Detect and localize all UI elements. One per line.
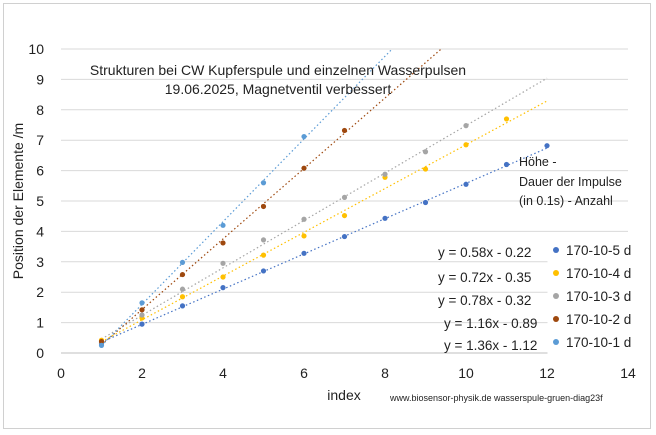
- chart-title-line-2: 19.06.2025, Magnetventil verbessert: [165, 81, 392, 97]
- legend-marker: [553, 247, 559, 253]
- data-point-series-1: [301, 250, 307, 256]
- data-point-series-1: [463, 181, 469, 187]
- legend-label: 170-10-4 d: [566, 266, 631, 281]
- data-point-series-5: [139, 300, 145, 306]
- legend-marker: [553, 316, 559, 322]
- x-tick-label: 2: [138, 365, 146, 381]
- chart-frame: [3, 3, 651, 429]
- annotation-line-2: Dauer der Impulse: [519, 175, 622, 189]
- data-point-series-4: [139, 307, 145, 313]
- y-tick-label: 0: [36, 345, 44, 361]
- data-point-series-2: [220, 274, 226, 280]
- data-point-series-3: [139, 312, 145, 318]
- data-point-series-3: [341, 194, 348, 200]
- data-point-series-5: [220, 222, 226, 228]
- trendline-1: [101, 147, 548, 343]
- x-tick-label: 6: [300, 365, 308, 381]
- x-tick-label: 0: [57, 365, 65, 381]
- gridlines: [61, 48, 628, 324]
- data-point-series-5: [179, 259, 186, 266]
- trend-equation-1: y = 0.58x - 0.22: [438, 245, 531, 260]
- y-tick-label: 3: [36, 254, 44, 270]
- y-axis-label: Position der Elemente /m: [10, 123, 26, 279]
- data-point-series-2: [503, 116, 510, 122]
- y-tick-label: 10: [28, 41, 44, 57]
- legend-marker: [553, 270, 559, 276]
- y-tick-label: 5: [36, 193, 44, 209]
- data-point-series-4: [301, 165, 307, 171]
- x-tick-label: 12: [539, 365, 555, 381]
- credit-text: www.biosensor-physik.de wasserspule-grue…: [389, 393, 603, 403]
- data-point-series-1: [341, 233, 348, 240]
- data-point-series-2: [463, 142, 469, 148]
- x-tick-label: 10: [458, 365, 474, 381]
- data-point-series-5: [260, 180, 267, 186]
- data-point-series-1: [422, 199, 429, 206]
- data-point-series-3: [301, 216, 307, 222]
- x-tick-label: 14: [620, 365, 636, 381]
- data-point-series-2: [260, 252, 267, 258]
- data-point-series-4: [179, 271, 186, 278]
- data-point-series-2: [179, 294, 186, 300]
- y-tick-label: 8: [36, 102, 44, 118]
- data-point-series-1: [503, 161, 510, 168]
- annotation-line-3: (in 0.1s) - Anzahl: [519, 194, 613, 208]
- x-tick-label: 4: [219, 365, 227, 381]
- data-point-series-2: [422, 166, 429, 172]
- x-axis-label: index: [327, 387, 360, 403]
- legend-label: 170-10-3 d: [566, 289, 631, 304]
- data-point-series-3: [260, 237, 267, 243]
- y-tick-label: 7: [36, 132, 44, 148]
- x-tick-label: 8: [381, 365, 389, 381]
- data-point-series-1: [179, 303, 186, 309]
- trend-equation-5: y = 1.36x - 1.12: [444, 338, 537, 353]
- trendlines: [101, 48, 548, 347]
- data-point-series-1: [544, 143, 550, 149]
- trendline-5: [101, 48, 393, 347]
- legend-label: 170-10-5 d: [566, 243, 631, 258]
- trend-equation-4: y = 1.16x - 0.89: [444, 316, 537, 331]
- y-tick-label: 9: [36, 71, 44, 87]
- legend-marker: [553, 339, 559, 345]
- chart-title-line-1: Strukturen bei CW Kupferspule und einzel…: [90, 62, 466, 78]
- data-point-series-3: [382, 171, 388, 177]
- data-point-series-4: [260, 203, 267, 210]
- annotation-line-1: Höhe -: [519, 155, 557, 169]
- data-point-series-3: [179, 286, 186, 292]
- data-point-series-1: [220, 285, 226, 291]
- data-point-series-1: [382, 215, 388, 221]
- data-point-series-5: [98, 342, 105, 348]
- data-point-series-5: [301, 133, 307, 140]
- trendline-4: [101, 48, 442, 346]
- trendline-2: [101, 100, 548, 343]
- y-tick-label: 6: [36, 163, 44, 179]
- data-point-series-3: [463, 123, 469, 129]
- y-tick-label: 2: [36, 284, 44, 300]
- legend-label: 170-10-1 d: [566, 335, 631, 350]
- legend-box: [547, 239, 645, 362]
- data-point-series-1: [139, 321, 145, 327]
- y-tick-label: 4: [36, 223, 44, 239]
- trend-equation-2: y = 0.72x - 0.35: [438, 270, 531, 285]
- legend: 170-10-5 d 170-10-4 d 170-10-3 d 170-10-2 d…: [547, 239, 645, 362]
- data-point-series-2: [301, 233, 307, 239]
- legend-label: 170-10-2 d: [566, 312, 631, 327]
- y-tick-label: 1: [36, 315, 44, 331]
- data-point-series-3: [422, 149, 429, 155]
- legend-marker: [553, 293, 559, 299]
- data-point-series-2: [341, 212, 348, 219]
- data-points: [98, 116, 550, 348]
- data-point-series-4: [341, 127, 348, 134]
- data-point-series-3: [220, 260, 226, 266]
- data-point-series-4: [220, 240, 226, 246]
- data-point-series-1: [260, 268, 267, 274]
- data-point-series-4: [98, 338, 105, 345]
- trend-equation-3: y = 0.78x - 0.32: [438, 293, 531, 308]
